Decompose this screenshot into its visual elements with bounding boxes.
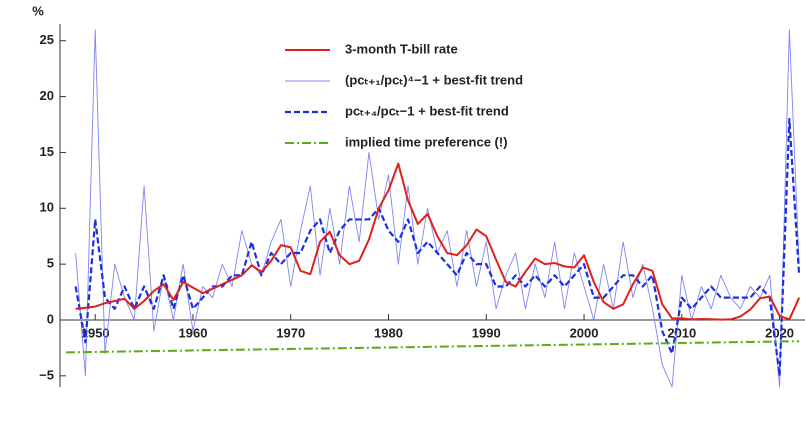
plot-area [65, 29, 801, 388]
y-tick-label: 5 [47, 256, 54, 271]
x-tick-label: 1980 [374, 325, 403, 340]
y-axis-label: % [32, 3, 44, 18]
x-tick-label: 1990 [472, 325, 501, 340]
legend-label: (pcₜ₊₁/pcₜ)⁴−1 + best-fit trend [345, 72, 523, 87]
series-line [74, 117, 801, 377]
y-tick-label: −5 [39, 367, 54, 382]
x-tick-label: 1950 [81, 325, 110, 340]
x-tick-label: 1960 [179, 325, 208, 340]
legend-label: 3-month T-bill rate [345, 41, 458, 56]
x-tick-label: 2010 [667, 325, 696, 340]
series-line [75, 162, 801, 321]
y-tick-label: 20 [40, 88, 54, 103]
y-tick-label: 15 [40, 144, 54, 159]
y-tick-label: 25 [40, 32, 54, 47]
x-tick-label: 2000 [570, 325, 599, 340]
y-tick-label: 10 [40, 200, 54, 215]
series-line [65, 340, 800, 354]
x-tick-label: 2020 [765, 325, 794, 340]
y-tick-label: 0 [47, 311, 54, 326]
x-tick-label: 1970 [276, 325, 305, 340]
legend-label: pcₜ₊₄/pcₜ−1 + best-fit trend [345, 103, 509, 118]
legend-label: implied time preference (!) [345, 134, 508, 149]
